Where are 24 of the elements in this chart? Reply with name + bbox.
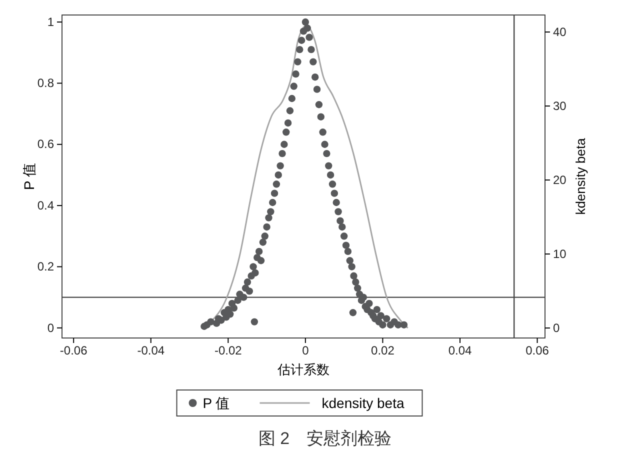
y2-tick-label: 10	[553, 246, 567, 261]
y-tick-label: 0.8	[37, 76, 54, 90]
y2-tick-label: 30	[553, 98, 567, 113]
y-axis-title: P 值	[21, 163, 37, 190]
x-tick-label: 0.02	[371, 344, 395, 358]
y2-tick-label: 20	[553, 172, 567, 187]
y-tick-label: 1	[47, 14, 54, 29]
x-tick-label: 0.06	[526, 344, 550, 358]
text: 图 2 安慰剂检验	[258, 429, 392, 448]
legend-label: kdensity beta	[322, 395, 404, 411]
legend-label: P 值	[202, 395, 230, 411]
y2-tick-label: 40	[553, 24, 567, 39]
y-tick-label: 0.4	[37, 198, 54, 212]
y-tick-label: 0.2	[37, 260, 54, 274]
x-axis-title: 估计系数	[276, 362, 330, 377]
x-tick-label: -0.06	[60, 344, 88, 358]
x-tick-label: 0.04	[448, 344, 472, 358]
y2-axis-title: kdensity beta	[573, 137, 588, 215]
x-tick-label: -0.04	[137, 344, 165, 358]
x-tick-label: -0.02	[214, 344, 242, 358]
y-tick-label: 0.6	[37, 137, 54, 152]
y2-tick-label: 0	[553, 320, 560, 335]
x-tick-label: 0	[302, 344, 310, 358]
y-tick-label: 0	[47, 320, 54, 335]
